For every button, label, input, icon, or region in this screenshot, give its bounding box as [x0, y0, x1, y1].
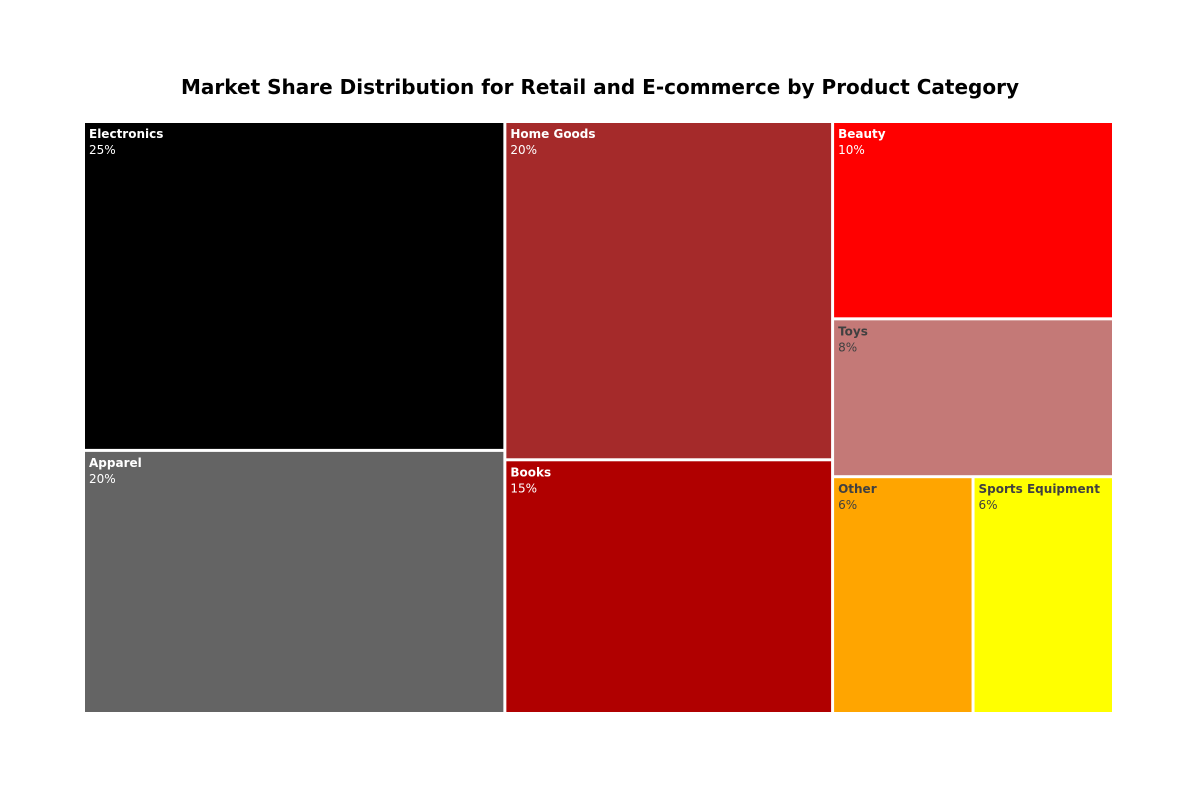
tile-rect-toys: [834, 320, 1112, 476]
tile-books: Books 15%: [506, 461, 832, 712]
tile-rect-books: [506, 461, 832, 712]
tile-other: Other 6%: [834, 478, 972, 712]
tile-value-home-goods: 20%: [510, 143, 537, 157]
chart-title: Market Share Distribution for Retail and…: [181, 75, 1019, 99]
tile-value-apparel: 20%: [89, 472, 116, 486]
tile-electronics: Electronics 25%: [85, 123, 504, 449]
tile-value-electronics: 25%: [89, 143, 116, 157]
tile-rect-other: [834, 478, 972, 712]
tile-value-toys: 8%: [838, 340, 857, 354]
treemap-tiles: Electronics 25% Apparel 20% Home Goods 20% Boo…: [85, 123, 1112, 712]
tile-beauty: Beauty 10%: [834, 123, 1112, 318]
tile-label-sports-equipment: Sports Equipment: [979, 482, 1101, 496]
tile-label-toys: Toys: [838, 324, 868, 338]
tile-label-beauty: Beauty: [838, 127, 886, 141]
tile-value-books: 15%: [510, 481, 537, 495]
tile-rect-sports-equipment: [974, 478, 1112, 712]
tile-apparel: Apparel 20%: [85, 451, 504, 712]
tile-rect-beauty: [834, 123, 1112, 318]
tile-sports-equipment: Sports Equipment 6%: [974, 478, 1112, 712]
tile-value-other: 6%: [838, 498, 857, 512]
tile-value-beauty: 10%: [838, 143, 865, 157]
tile-value-sports-equipment: 6%: [979, 498, 998, 512]
tile-rect-home-goods: [506, 123, 832, 459]
tile-label-apparel: Apparel: [89, 456, 142, 470]
tile-label-other: Other: [838, 482, 877, 496]
tile-rect-apparel: [85, 451, 504, 712]
tile-label-electronics: Electronics: [89, 127, 163, 141]
tile-label-home-goods: Home Goods: [510, 127, 595, 141]
tile-home-goods: Home Goods 20%: [506, 123, 832, 459]
tile-toys: Toys 8%: [834, 320, 1112, 476]
tile-rect-electronics: [85, 123, 504, 449]
tile-label-books: Books: [510, 465, 551, 479]
